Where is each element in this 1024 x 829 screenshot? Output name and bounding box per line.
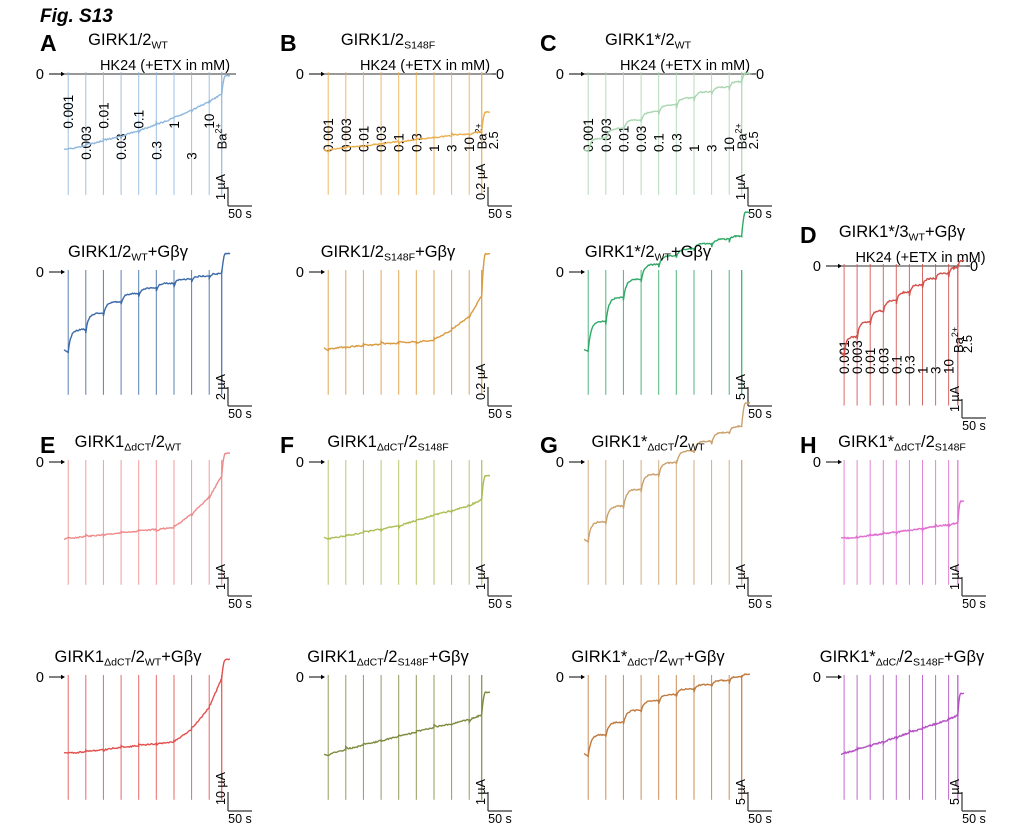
svg-text:50 s: 50 s [228, 407, 252, 421]
svg-text:5 µA: 5 µA [948, 778, 962, 805]
svg-text:0: 0 [296, 67, 304, 83]
svg-text:1: 1 [167, 121, 182, 129]
svg-text:1 µA: 1 µA [214, 563, 228, 590]
svg-text:0: 0 [36, 265, 44, 281]
svg-text:2.5: 2.5 [746, 131, 761, 149]
svg-text:50 s: 50 s [748, 407, 772, 421]
svg-text:0: 0 [556, 670, 564, 686]
svg-text:5 µA: 5 µA [734, 778, 748, 805]
svg-text:0: 0 [36, 67, 44, 83]
svg-text:0.2 µA: 0.2 µA [474, 363, 488, 400]
svg-text:0.03: 0.03 [374, 126, 389, 152]
svg-text:0.01: 0.01 [96, 102, 111, 128]
svg-text:0.2 µA: 0.2 µA [474, 163, 488, 200]
svg-text:10: 10 [942, 359, 957, 374]
svg-text:3: 3 [705, 144, 720, 152]
svg-text:1 µA: 1 µA [474, 563, 488, 590]
svg-text:3: 3 [445, 144, 460, 152]
svg-text:50 s: 50 s [748, 207, 772, 221]
svg-text:1 µA: 1 µA [948, 563, 962, 590]
svg-text:1 µA: 1 µA [734, 563, 748, 590]
svg-text:10 µA: 10 µA [214, 771, 228, 805]
svg-text:HK24 (+ETX in mM): HK24 (+ETX in mM) [855, 250, 985, 266]
svg-text:0.03: 0.03 [634, 126, 649, 152]
svg-text:HK24 (+ETX in mM): HK24 (+ETX in mM) [360, 58, 490, 74]
svg-text:0: 0 [756, 67, 764, 83]
svg-text:0: 0 [36, 670, 44, 686]
svg-text:0.003: 0.003 [599, 118, 614, 152]
svg-text:0: 0 [296, 265, 304, 281]
svg-text:1 µA: 1 µA [734, 173, 748, 200]
svg-text:3: 3 [185, 152, 200, 160]
svg-text:0: 0 [813, 259, 821, 275]
svg-text:1 µA: 1 µA [214, 173, 228, 200]
svg-text:50 s: 50 s [748, 597, 772, 611]
svg-text:1: 1 [427, 144, 442, 152]
svg-text:0.1: 0.1 [132, 110, 147, 129]
svg-text:0: 0 [556, 265, 564, 281]
svg-text:50 s: 50 s [962, 597, 986, 611]
svg-text:0: 0 [813, 670, 821, 686]
svg-text:1: 1 [687, 144, 702, 152]
svg-text:0.001: 0.001 [321, 118, 336, 152]
svg-text:0.3: 0.3 [409, 133, 424, 152]
svg-text:50 s: 50 s [488, 207, 512, 221]
svg-text:50 s: 50 s [748, 812, 772, 826]
svg-text:0: 0 [296, 670, 304, 686]
svg-text:0: 0 [296, 455, 304, 471]
svg-text:50 s: 50 s [962, 812, 986, 826]
svg-text:2 µA: 2 µA [214, 373, 228, 400]
svg-text:1 µA: 1 µA [948, 385, 962, 412]
svg-text:2.5: 2.5 [960, 335, 975, 353]
svg-text:50 s: 50 s [488, 812, 512, 826]
svg-text:0: 0 [556, 67, 564, 83]
svg-text:0.001: 0.001 [61, 95, 76, 129]
svg-text:Ba2+: Ba2+ [214, 123, 230, 149]
svg-text:0.01: 0.01 [356, 126, 371, 152]
svg-text:HK24 (+ETX in mM): HK24 (+ETX in mM) [100, 58, 230, 74]
svg-text:0: 0 [970, 259, 978, 275]
svg-text:1 µA: 1 µA [474, 778, 488, 805]
svg-text:HK24 (+ETX in mM): HK24 (+ETX in mM) [620, 58, 750, 74]
svg-text:0.1: 0.1 [652, 133, 667, 152]
svg-text:2.5: 2.5 [486, 131, 501, 149]
svg-text:0: 0 [496, 67, 504, 83]
svg-text:50 s: 50 s [488, 597, 512, 611]
svg-text:50 s: 50 s [228, 812, 252, 826]
svg-text:50 s: 50 s [228, 597, 252, 611]
svg-text:50 s: 50 s [228, 207, 252, 221]
svg-text:0.3: 0.3 [669, 133, 684, 152]
svg-text:5 µA: 5 µA [734, 373, 748, 400]
svg-text:0.3: 0.3 [149, 141, 164, 160]
svg-text:50 s: 50 s [488, 407, 512, 421]
